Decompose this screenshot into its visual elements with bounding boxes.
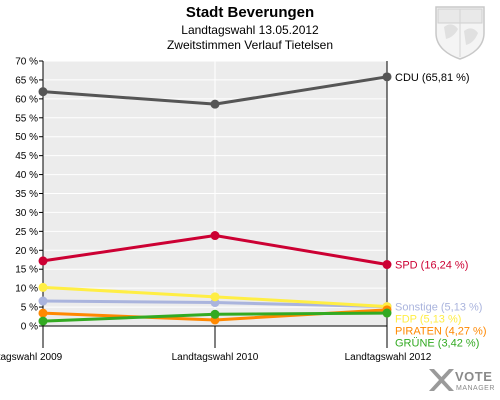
data-point-fdp (210, 292, 220, 302)
y-tick-label: 20 % (15, 246, 38, 257)
logo-text-vote: VOTE (455, 369, 493, 384)
data-point-cdu (38, 87, 48, 97)
y-tick-label: 50 % (15, 132, 38, 143)
data-point-cdu (210, 99, 220, 109)
y-tick-label: 60 % (15, 94, 38, 105)
data-point-grüne (38, 316, 48, 326)
logo-text-manager: MANAGER (456, 385, 495, 392)
series-label-piraten: PIRATEN (4,27 %) (395, 326, 487, 338)
series-label-sonstige: Sonstige (5,13 %) (395, 302, 482, 314)
y-tick-label: 15 % (15, 265, 38, 276)
y-tick-label: 30 % (15, 208, 38, 219)
y-tick-label: 25 % (15, 227, 38, 238)
data-point-sonstige (38, 296, 48, 306)
data-point-grüne (382, 308, 392, 318)
y-tick-label: 35 % (15, 189, 38, 200)
y-tick-label: 5 % (21, 303, 38, 314)
y-tick-label: 55 % (15, 113, 38, 124)
series-label-cdu: CDU (65,81 %) (395, 72, 470, 84)
data-point-fdp (38, 282, 48, 292)
data-point-spd (382, 260, 392, 270)
x-tick-label: Landtagswahl 2010 (172, 352, 259, 363)
data-point-cdu (382, 72, 392, 82)
y-tick-label: 0 % (21, 322, 38, 333)
series-label-spd: SPD (16,24 %) (395, 260, 468, 272)
series-label-grüne: GRÜNE (3,42 %) (395, 338, 479, 350)
y-tick-label: 40 % (15, 170, 38, 181)
chart-subtitle-election: Landtagswahl 13.05.2012 (181, 23, 319, 37)
vote-manager-logo-icon (429, 369, 454, 391)
data-point-spd (210, 231, 220, 241)
data-point-piraten (38, 308, 48, 318)
series-label-fdp: FDP (5,13 %) (395, 314, 461, 326)
y-tick-label: 45 % (15, 151, 38, 162)
coat-of-arms-icon (435, 6, 485, 60)
x-tick-label: Landtagswahl 2012 (345, 352, 432, 363)
y-tick-label: 65 % (15, 75, 38, 86)
data-point-grüne (210, 309, 220, 319)
x-tick-label: Bundestagswahl 2009 (0, 352, 63, 363)
page-title: Stadt Beverungen (185, 4, 315, 21)
data-point-spd (38, 256, 48, 266)
y-tick-label: 10 % (15, 284, 38, 295)
chart-subtitle-description: Zweitstimmen Verlauf Tietelsen (166, 38, 334, 52)
y-tick-label: 70 % (15, 57, 38, 68)
